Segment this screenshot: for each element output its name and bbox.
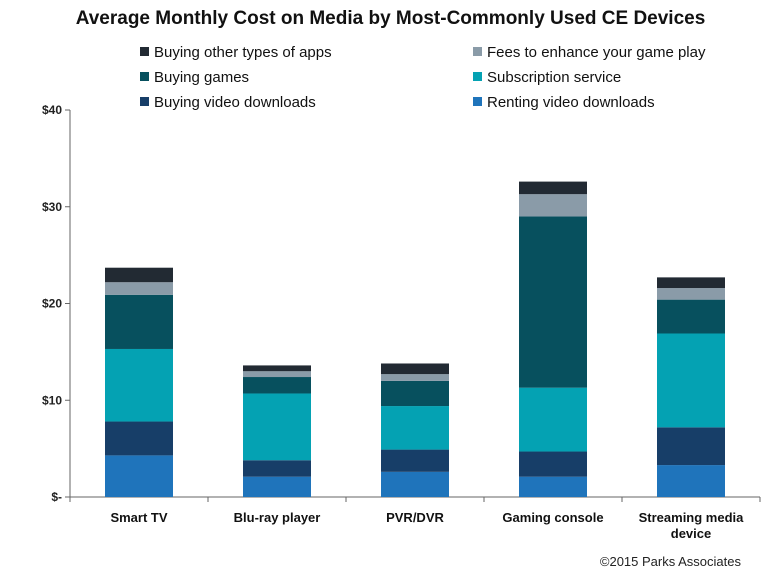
bar-segment bbox=[105, 455, 173, 497]
y-tick-label: $30 bbox=[42, 200, 62, 214]
bar-segment bbox=[381, 471, 449, 497]
bar-segment bbox=[243, 365, 311, 372]
bar-segment bbox=[381, 374, 449, 381]
x-tick-label: device bbox=[671, 526, 711, 541]
bar-segment bbox=[381, 406, 449, 450]
legend-swatch bbox=[140, 97, 149, 106]
y-tick-label: $40 bbox=[42, 103, 62, 117]
bar-segment bbox=[657, 465, 725, 497]
bar-segment bbox=[243, 377, 311, 394]
legend-label: Renting video downloads bbox=[487, 94, 655, 111]
bar-segment bbox=[243, 371, 311, 378]
x-tick-label: Smart TV bbox=[110, 510, 167, 525]
bar-segment bbox=[243, 393, 311, 461]
bar-segment bbox=[657, 288, 725, 300]
bar-segment bbox=[519, 181, 587, 195]
bar-segment bbox=[381, 380, 449, 407]
bar-segment bbox=[105, 421, 173, 456]
bar-segment bbox=[519, 194, 587, 217]
legend-swatch bbox=[140, 47, 149, 56]
copyright-footer: ©2015 Parks Associates bbox=[599, 554, 741, 569]
bar-segment bbox=[381, 449, 449, 472]
x-tick-label: Streaming media bbox=[639, 510, 745, 525]
bar-segment bbox=[519, 451, 587, 477]
bar-segment bbox=[105, 267, 173, 283]
y-tick-label: $10 bbox=[42, 393, 62, 407]
bar-segment bbox=[657, 299, 725, 334]
legend-label: Subscription service bbox=[487, 69, 621, 86]
bar-segment bbox=[519, 216, 587, 388]
bar-segment bbox=[243, 460, 311, 477]
bar-segment bbox=[519, 476, 587, 497]
bar-segment bbox=[657, 333, 725, 428]
legend-label: Buying other types of apps bbox=[154, 44, 332, 61]
bar-segment bbox=[657, 277, 725, 289]
x-tick-label: PVR/DVR bbox=[386, 510, 444, 525]
legend-label: Buying games bbox=[154, 69, 249, 86]
legend-swatch bbox=[473, 72, 482, 81]
x-tick-label: Gaming console bbox=[502, 510, 603, 525]
bar-segment bbox=[105, 294, 173, 349]
y-tick-label: $20 bbox=[42, 297, 62, 311]
bar-segment bbox=[381, 363, 449, 375]
legend-swatch bbox=[140, 72, 149, 81]
chart-title: Average Monthly Cost on Media by Most-Co… bbox=[75, 8, 706, 29]
y-tick-label: $- bbox=[51, 490, 62, 504]
legend-swatch bbox=[473, 97, 482, 106]
legend-swatch bbox=[473, 47, 482, 56]
legend-label: Buying video downloads bbox=[154, 94, 316, 111]
legend-label: Fees to enhance your game play bbox=[487, 44, 706, 61]
bar-segment bbox=[519, 387, 587, 452]
bar-segment bbox=[105, 348, 173, 422]
bar-segment bbox=[657, 427, 725, 466]
bar-segment bbox=[243, 476, 311, 497]
bar-segment bbox=[105, 282, 173, 295]
x-tick-label: Blu-ray player bbox=[234, 510, 321, 525]
